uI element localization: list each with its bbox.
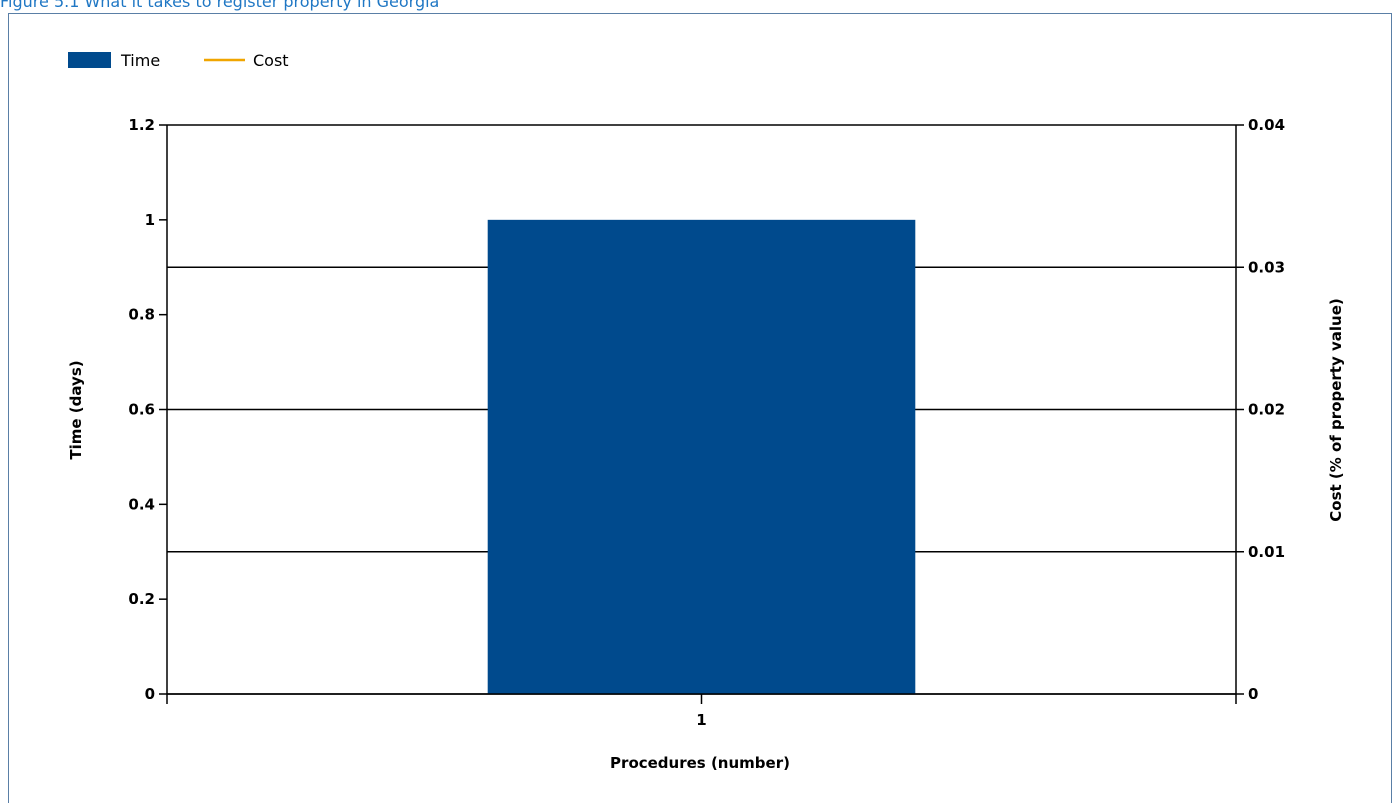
- chart-frame: [8, 13, 1392, 803]
- x-axis-title: Procedures (number): [610, 754, 790, 772]
- left-tick-label-0: 0: [145, 685, 155, 703]
- right-tick-label-4: 0.04: [1248, 116, 1285, 134]
- right-axis-ticks: 0 0.01 0.02 0.03 0.04: [1236, 116, 1285, 703]
- legend-cost-label: Cost: [253, 51, 289, 70]
- bars: [487, 219, 916, 695]
- y2-axis-title: Cost (% of property value): [1327, 298, 1345, 521]
- legend-time-swatch: [68, 52, 111, 68]
- x-tick-label-0: 1: [696, 711, 706, 729]
- left-axis-ticks: 0 0.2 0.4 0.6 0.8 1 1.2: [128, 116, 167, 703]
- legend-time-label: Time: [120, 51, 160, 70]
- left-tick-label-3: 0.6: [128, 401, 155, 419]
- left-tick-label-5: 1: [145, 211, 155, 229]
- right-tick-label-0: 0: [1248, 685, 1258, 703]
- left-tick-label-6: 1.2: [128, 116, 155, 134]
- right-tick-label-3: 0.03: [1248, 258, 1285, 276]
- legend: Time Cost: [68, 51, 289, 70]
- right-tick-label-1: 0.01: [1248, 543, 1285, 561]
- left-tick-label-2: 0.4: [128, 495, 155, 513]
- left-tick-label-4: 0.8: [128, 306, 155, 324]
- x-axis-ticks: 1: [166, 694, 1237, 729]
- bar-time-0: [487, 219, 916, 695]
- right-tick-label-2: 0.02: [1248, 401, 1285, 419]
- figure-caption: Figure 5.1 What it takes to register pro…: [0, 0, 440, 11]
- left-tick-label-1: 0.2: [128, 590, 155, 608]
- y-axis-title: Time (days): [67, 360, 85, 459]
